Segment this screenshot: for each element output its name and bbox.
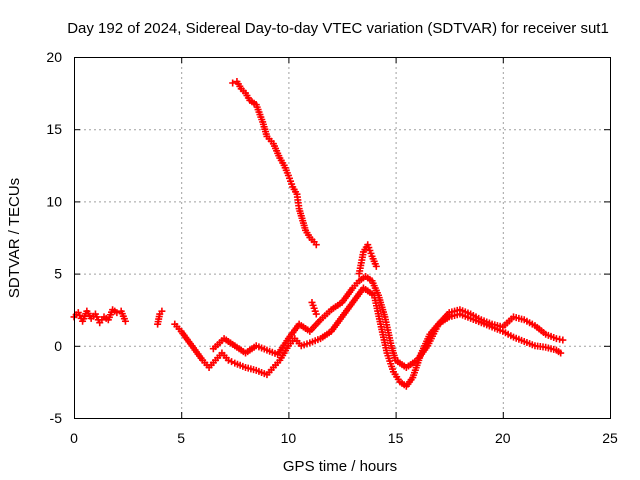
data-point (121, 317, 129, 325)
y-tick-label: 20 (46, 49, 62, 65)
y-tick-label: -5 (50, 410, 63, 426)
x-tick-label: 0 (70, 430, 78, 446)
data-points (70, 78, 567, 390)
data-point (559, 336, 567, 344)
y-tick-label: 0 (54, 338, 62, 354)
plot-frame (74, 57, 611, 419)
data-point (312, 241, 320, 249)
data-point (158, 307, 166, 315)
axis-ticks: 0 5 10 15 20 25 -5 0 5 10 15 20 (46, 49, 618, 446)
data-point (224, 356, 232, 364)
x-tick-label: 5 (177, 430, 185, 446)
x-axis-label: GPS time / hours (283, 458, 397, 475)
y-axis-label: SDTVAR / TECUs (6, 178, 23, 298)
data-point (113, 309, 121, 317)
y-tick-label: 10 (46, 193, 62, 209)
x-tick-label: 25 (602, 430, 618, 446)
data-point (228, 358, 236, 366)
x-tick-label: 10 (281, 430, 297, 446)
data-point (557, 349, 565, 357)
y-tick-label: 15 (46, 121, 62, 137)
x-tick-label: 20 (495, 430, 511, 446)
chart-title: Day 192 of 2024, Sidereal Day-to-day VTE… (67, 20, 609, 37)
data-point (312, 310, 320, 318)
y-tick-label: 5 (54, 266, 62, 282)
grid (74, 57, 610, 418)
x-tick-label: 15 (388, 430, 404, 446)
data-point (372, 262, 380, 270)
data-point (229, 79, 237, 87)
